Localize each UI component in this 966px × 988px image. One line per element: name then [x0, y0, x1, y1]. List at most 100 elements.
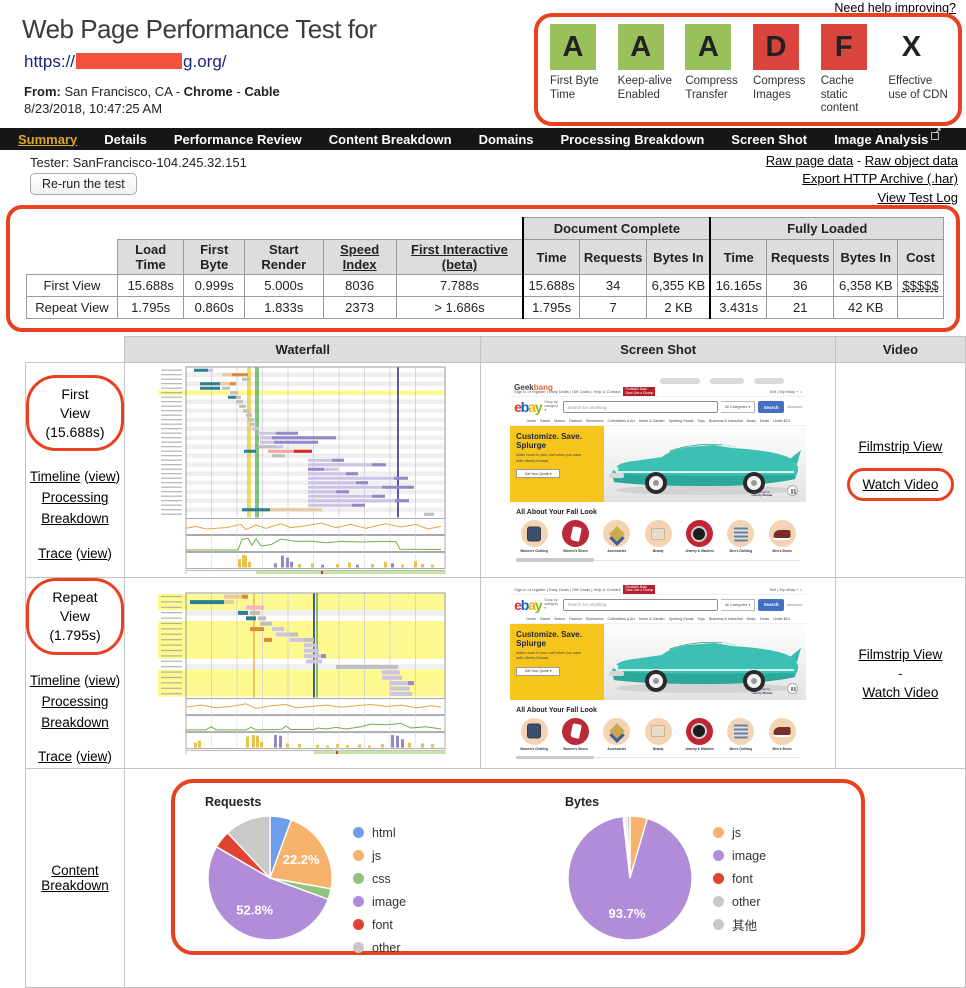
results-column-header-row: Load Time First Byte Start Render Speed Ind…	[27, 239, 944, 275]
ebay-search-input[interactable]: Search for anything	[563, 401, 719, 413]
charts-annotation-box: Requests 22.2% 52.8% html js css image font othe…	[171, 779, 865, 956]
rerun-test-button[interactable]: Re-run the test	[30, 173, 137, 195]
category-diamond[interactable]: Accessories	[599, 520, 635, 553]
category-diamond[interactable]: Accessories	[599, 717, 635, 751]
all-categories-dropdown[interactable]: All Categories ▾	[721, 598, 756, 611]
trace-view-link[interactable]: view	[80, 749, 108, 765]
timeline-link[interactable]: Timeline	[29, 469, 81, 485]
category-label: Men's Clothing	[729, 746, 753, 751]
category-palette[interactable]: Beauty	[640, 717, 676, 751]
trace-view-link[interactable]: view	[80, 546, 108, 562]
category-plaid[interactable]: Men's Clothing	[723, 520, 759, 553]
results-row-first-view: First View 15.688s 0.999s 5.000s 8036 7.788s 1…	[26, 274, 944, 297]
nav-tab-domains[interactable]: Domains	[478, 131, 534, 147]
get-quote-button[interactable]: Get Your Quote ▾	[516, 469, 561, 478]
category-sneaker[interactable]: Men's Shoes	[764, 520, 800, 553]
export-har-link[interactable]: Export HTTP Archive (.har)	[802, 171, 958, 187]
column-header-speed-index[interactable]: Speed Index	[322, 239, 397, 275]
promo-panel: Customize. Save. Splurge Make room in your…	[510, 426, 605, 502]
first-view-screenshot-thumbnail[interactable]: Geekbang Sign in or register | Daily Deal…	[481, 376, 834, 562]
pause-button-icon[interactable]	[787, 682, 799, 694]
scrollbar-track	[516, 757, 801, 759]
category-jacket[interactable]: Women's Clothing	[516, 520, 552, 553]
nav-tab-processing-breakdown[interactable]: Processing Breakdown	[560, 131, 705, 147]
carousel-scrollbar[interactable]	[516, 558, 801, 562]
ebay-category-nav: Home Saved Motors Fashion Electronics Co…	[510, 417, 807, 426]
raw-page-data-link[interactable]: Raw page data	[765, 153, 854, 168]
ebay-page-screenshot[interactable]: Sign in or register | Daily Deals | Gift…	[510, 584, 807, 760]
nav-tab-content-breakdown[interactable]: Content Breakdown	[328, 131, 452, 147]
content-breakdown-link[interactable]: Content Breakdown	[41, 863, 109, 894]
ebay-search-button[interactable]: Search	[758, 401, 785, 413]
carousel-scrollbar[interactable]	[516, 755, 801, 760]
timeline-view-link[interactable]: view	[88, 672, 116, 688]
ebay-page-screenshot[interactable]: Geekbang Sign in or register | Daily Deal…	[510, 376, 807, 562]
grade-compress-transfer[interactable]: A Compress Transfer	[685, 24, 745, 116]
view-test-log-link[interactable]: View Test Log	[877, 189, 958, 205]
column-header-first-interactive-beta-[interactable]: First Interactive (beta)	[395, 239, 524, 275]
scrollbar-handle[interactable]	[516, 755, 595, 760]
filmstrip-view-link[interactable]: Filmstrip View	[858, 646, 943, 662]
raw-object-data-link[interactable]: Raw object data	[864, 153, 958, 168]
category-palette[interactable]: Beauty	[640, 520, 676, 553]
first-view-waterfall-image[interactable]	[125, 365, 480, 575]
trace-link[interactable]: Trace	[38, 546, 73, 562]
nav-tab-details[interactable]: Details	[104, 131, 147, 147]
ebay-search-input[interactable]: Search for anything	[563, 598, 719, 611]
shop-by-category-dropdown[interactable]: Shop by category ▾	[544, 597, 559, 610]
scrollbar-handle[interactable]	[516, 558, 595, 562]
legend-item-html: html	[353, 821, 406, 844]
category-sneaker[interactable]: Men's Shoes	[764, 717, 800, 751]
metric-value: 6,358 KB	[833, 274, 899, 297]
category-circle-image	[685, 520, 713, 547]
advanced-link[interactable]: Advanced	[787, 602, 803, 607]
filmstrip-view-link[interactable]: Filmstrip View	[858, 439, 943, 454]
metric-value: 21	[765, 296, 835, 319]
column-header-time: Time	[709, 239, 767, 275]
nav-tab-performance-review[interactable]: Performance Review	[173, 131, 302, 147]
nav-tab-screen-shot[interactable]: Screen Shot	[731, 131, 808, 147]
category-watch[interactable]: Jewelry & Watches	[681, 717, 717, 751]
need-help-link[interactable]: Need help improving?	[834, 1, 956, 15]
promo-ad-badge: Football's Back Save Like a Champ	[623, 584, 656, 594]
legend-item-font: font	[353, 913, 406, 936]
watch-video-link[interactable]: Watch Video	[862, 684, 939, 700]
grade-letter-tile: F	[820, 24, 867, 70]
category-boot[interactable]: Women's Shoes	[558, 520, 594, 553]
category-boot[interactable]: Women's Shoes	[558, 717, 594, 751]
timeline-link[interactable]: Timeline	[29, 672, 81, 688]
repeat-view-screenshot-thumbnail[interactable]: Sign in or register | Daily Deals | Gift…	[481, 584, 834, 760]
legend-item-other: other	[353, 936, 406, 959]
grade-compress-images[interactable]: D Compress Images	[753, 24, 813, 116]
sponsored-by-label: Sponsored by Liberty Mutual	[751, 489, 773, 498]
grade-cache-static-content[interactable]: F Cache static content	[820, 24, 881, 116]
trace-link[interactable]: Trace	[38, 749, 73, 765]
legend-item-css: css	[353, 867, 406, 890]
category-plaid[interactable]: Men's Clothing	[723, 717, 759, 751]
nav-tab-image-analysis[interactable]: Image Analysis	[834, 126, 941, 147]
repeat-view-waterfall-image[interactable]	[125, 591, 480, 755]
tested-url[interactable]: https://g.org/	[24, 52, 227, 71]
pause-button-icon[interactable]	[787, 485, 799, 496]
advanced-link[interactable]: Advanced	[787, 405, 803, 409]
metric-value: 1.795s	[522, 296, 580, 319]
site-logo-text: Geekbang	[514, 383, 553, 392]
get-quote-button[interactable]: Get Your Quote ▾	[516, 666, 561, 676]
grade-first-byte-time[interactable]: A First Byte Time	[550, 24, 610, 116]
all-categories-dropdown[interactable]: All Categories ▾	[721, 401, 756, 413]
watch-video-link[interactable]: Watch Video	[862, 477, 939, 492]
tester-info: Tester: SanFrancisco-104.245.32.151	[30, 155, 247, 170]
timeline-view-link[interactable]: view	[88, 469, 116, 485]
nav-tab-summary[interactable]: Summary	[18, 131, 78, 147]
ebay-search-button[interactable]: Search	[758, 598, 785, 611]
category-jacket[interactable]: Women's Clothing	[516, 717, 552, 751]
svg-text:93.7%: 93.7%	[609, 906, 646, 921]
processing-breakdown-link[interactable]: Processing Breakdown	[41, 490, 109, 527]
category-watch[interactable]: Jewelry & Watches	[681, 520, 717, 553]
grade-keep-alive-enabled[interactable]: A Keep-alive Enabled	[617, 24, 678, 116]
cost-link[interactable]: $$$$$	[902, 278, 939, 293]
grade-effective-use-of-cdn[interactable]: X Effective use of CDN	[888, 24, 948, 116]
shop-by-category-dropdown[interactable]: Shop by category ▾	[544, 400, 559, 412]
ebay-category-nav: Home Saved Motors Fashion Electronics Co…	[510, 615, 807, 624]
processing-breakdown-link[interactable]: Processing Breakdown	[41, 693, 109, 730]
